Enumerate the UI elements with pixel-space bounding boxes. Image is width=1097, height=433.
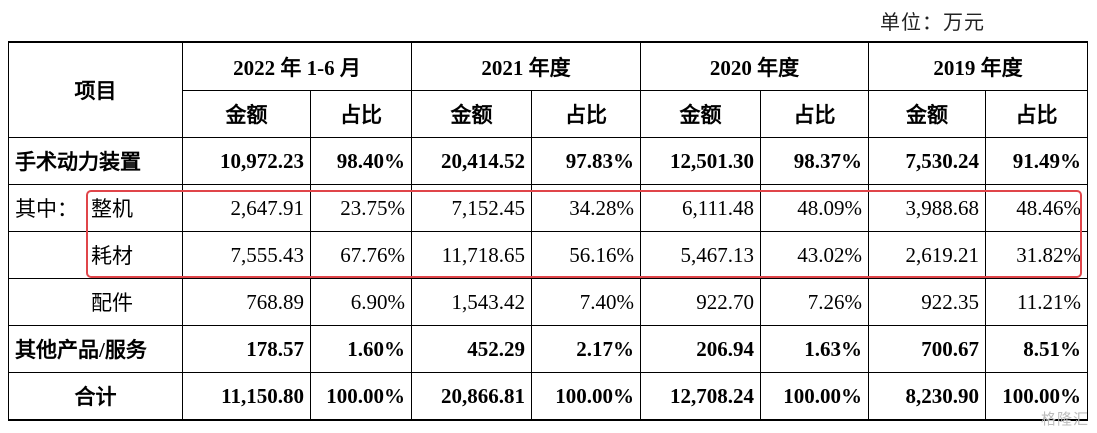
header-amount: 金额 <box>411 90 532 138</box>
cell-ratio: 100.00% <box>760 372 869 421</box>
cell-value: 700.67 <box>868 325 986 373</box>
header-ratio: 占比 <box>985 90 1088 138</box>
cell-value: 10,972.23 <box>182 137 311 185</box>
cell-ratio: 97.83% <box>531 137 641 185</box>
header-amount: 金额 <box>868 90 986 138</box>
cell-ratio: 1.63% <box>760 325 869 373</box>
header-ratio: 占比 <box>310 90 412 138</box>
header-period-2022h1: 2022 年 1-6 月 <box>182 41 412 91</box>
table-row: 其他产品/服务 178.57 1.60% 452.29 2.17% 206.94… <box>8 325 1088 373</box>
cell-value: 7,555.43 <box>182 231 311 279</box>
cell-ratio: 98.40% <box>310 137 412 185</box>
table-row-total: 合计 11,150.80 100.00% 20,866.81 100.00% 1… <box>8 372 1088 421</box>
cell-value: 768.89 <box>182 278 311 326</box>
cell-ratio: 6.90% <box>310 278 412 326</box>
cell-value: 2,619.21 <box>868 231 986 279</box>
revenue-breakdown-table: 项目 2022 年 1-6 月 2021 年度 2020 年度 2019 年度 … <box>8 41 1088 421</box>
cell-value: 11,150.80 <box>182 372 311 421</box>
header-period-2020: 2020 年度 <box>640 41 869 91</box>
cell-ratio: 91.49% <box>985 137 1088 185</box>
table-row: 手术动力装置 10,972.23 98.40% 20,414.52 97.83%… <box>8 137 1088 185</box>
cell-value: 7,152.45 <box>411 184 532 232</box>
cell-value: 6,111.48 <box>640 184 761 232</box>
cell-value: 8,230.90 <box>868 372 986 421</box>
row-label-other: 其他产品/服务 <box>8 325 183 373</box>
header-amount: 金额 <box>182 90 311 138</box>
cell-value: 20,866.81 <box>411 372 532 421</box>
row-label-total: 合计 <box>8 372 183 421</box>
cell-value: 12,501.30 <box>640 137 761 185</box>
row-label-surgical: 手术动力装置 <box>8 137 183 185</box>
cell-value: 452.29 <box>411 325 532 373</box>
cell-value: 922.70 <box>640 278 761 326</box>
cell-ratio: 43.02% <box>760 231 869 279</box>
cell-value: 3,988.68 <box>868 184 986 232</box>
header-amount: 金额 <box>640 90 761 138</box>
cell-value: 7,530.24 <box>868 137 986 185</box>
cell-value: 178.57 <box>182 325 311 373</box>
header-row-periods: 项目 2022 年 1-6 月 2021 年度 2020 年度 2019 年度 <box>8 41 1088 138</box>
cell-ratio: 48.46% <box>985 184 1088 232</box>
row-label: 配件 <box>91 291 133 315</box>
cell-ratio: 67.76% <box>310 231 412 279</box>
cell-value: 922.35 <box>868 278 986 326</box>
cell-value: 1,543.42 <box>411 278 532 326</box>
cell-ratio: 100.00% <box>531 372 641 421</box>
row-label-consumables: 耗材 <box>8 231 183 279</box>
cell-value: 12,708.24 <box>640 372 761 421</box>
cell-ratio: 11.21% <box>985 278 1088 326</box>
cell-ratio: 56.16% <box>531 231 641 279</box>
cell-ratio: 34.28% <box>531 184 641 232</box>
cell-value: 206.94 <box>640 325 761 373</box>
cell-value: 2,647.91 <box>182 184 311 232</box>
cell-ratio: 7.26% <box>760 278 869 326</box>
cell-value: 5,467.13 <box>640 231 761 279</box>
header-ratio: 占比 <box>760 90 869 138</box>
row-label-machine: 其中： 整机 <box>8 184 183 232</box>
cell-value: 20,414.52 <box>411 137 532 185</box>
cell-ratio: 98.37% <box>760 137 869 185</box>
table-row: 其中： 整机 2,647.91 23.75% 7,152.45 34.28% 6,… <box>8 184 1088 232</box>
cell-ratio: 1.60% <box>310 325 412 373</box>
header-item: 项目 <box>8 41 183 138</box>
row-prefix: 其中： <box>15 197 78 221</box>
row-label: 整机 <box>91 197 133 221</box>
cell-value: 11,718.65 <box>411 231 532 279</box>
cell-ratio: 23.75% <box>310 184 412 232</box>
table-row: 耗材 7,555.43 67.76% 11,718.65 56.16% 5,46… <box>8 231 1088 279</box>
header-period-2021: 2021 年度 <box>411 41 641 91</box>
header-ratio: 占比 <box>531 90 641 138</box>
cell-ratio: 7.40% <box>531 278 641 326</box>
cell-ratio: 31.82% <box>985 231 1088 279</box>
header-period-2019: 2019 年度 <box>868 41 1088 91</box>
cell-ratio: 100.00% <box>985 372 1088 421</box>
cell-ratio: 8.51% <box>985 325 1088 373</box>
watermark-logo: 格隆汇 <box>1040 410 1089 428</box>
unit-label: 单位：万元 <box>880 12 985 34</box>
cell-ratio: 48.09% <box>760 184 869 232</box>
table-row: 配件 768.89 6.90% 1,543.42 7.40% 922.70 7.… <box>8 278 1088 326</box>
row-label-parts: 配件 <box>8 278 183 326</box>
row-label: 耗材 <box>91 244 133 268</box>
cell-ratio: 2.17% <box>531 325 641 373</box>
cell-ratio: 100.00% <box>310 372 412 421</box>
